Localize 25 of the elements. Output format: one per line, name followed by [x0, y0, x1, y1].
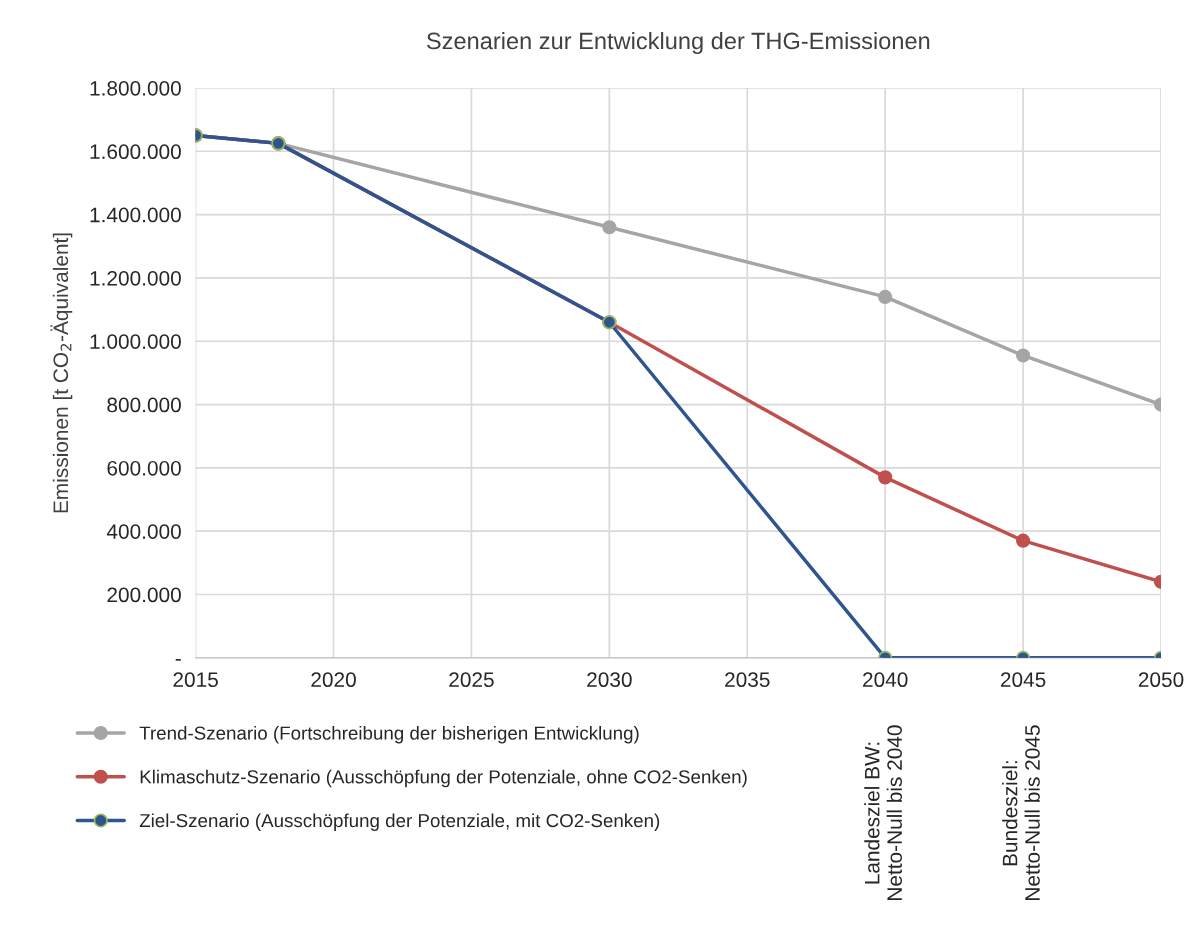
legend-label: Klimaschutz-Szenario (Ausschöpfung der Potenziale, ohne CO2-Senken) [140, 769, 747, 788]
text: Landesziel BW: Netto-Null bis 2040 [864, 725, 902, 900]
x-tick-label: 2015 [173, 672, 218, 688]
legend-label: Ziel-Szenario (Ausschöpfung der Potenziale, mit CO2-Senken) [139, 813, 660, 831]
chart-title: Szenarien zur Entwicklung der THG-Emissionen [426, 31, 930, 54]
x-tick-label: 2025 [449, 672, 494, 688]
y-tick-label: 1.800.000 [90, 80, 181, 96]
x-tick-label: 2050 [1138, 672, 1184, 688]
y-tick-label: 1.400.000 [90, 207, 181, 223]
x-tick-label: 2030 [587, 672, 632, 688]
legend-label: Trend-Szenario (Fortschreibung der bisherigen Entwicklung) [139, 726, 639, 744]
y-tick-label: 1.600.000 [90, 144, 181, 160]
y-tick-label: 800.000 [107, 397, 181, 413]
y-tick-label: 200.000 [107, 587, 181, 603]
y-tick-label: 1.200.000 [90, 270, 181, 286]
text: Bundesziel: Netto-Null bis 2045 [1002, 725, 1040, 900]
y-tick-label: 600.000 [107, 460, 181, 476]
x-tick-label: 2040 [863, 672, 908, 688]
x-tick-label: 2035 [725, 672, 770, 688]
y-tick-label: - [175, 659, 181, 661]
x-tick-label: 2045 [1000, 672, 1046, 688]
y-tick-label: 1.000.000 [90, 334, 181, 349]
y-axis-title: Emissionen [t CO$_{2}$-Äquivalent] [50, 233, 73, 513]
x-tick-label: 2020 [311, 672, 356, 688]
y-tick-label: 400.000 [106, 524, 181, 539]
